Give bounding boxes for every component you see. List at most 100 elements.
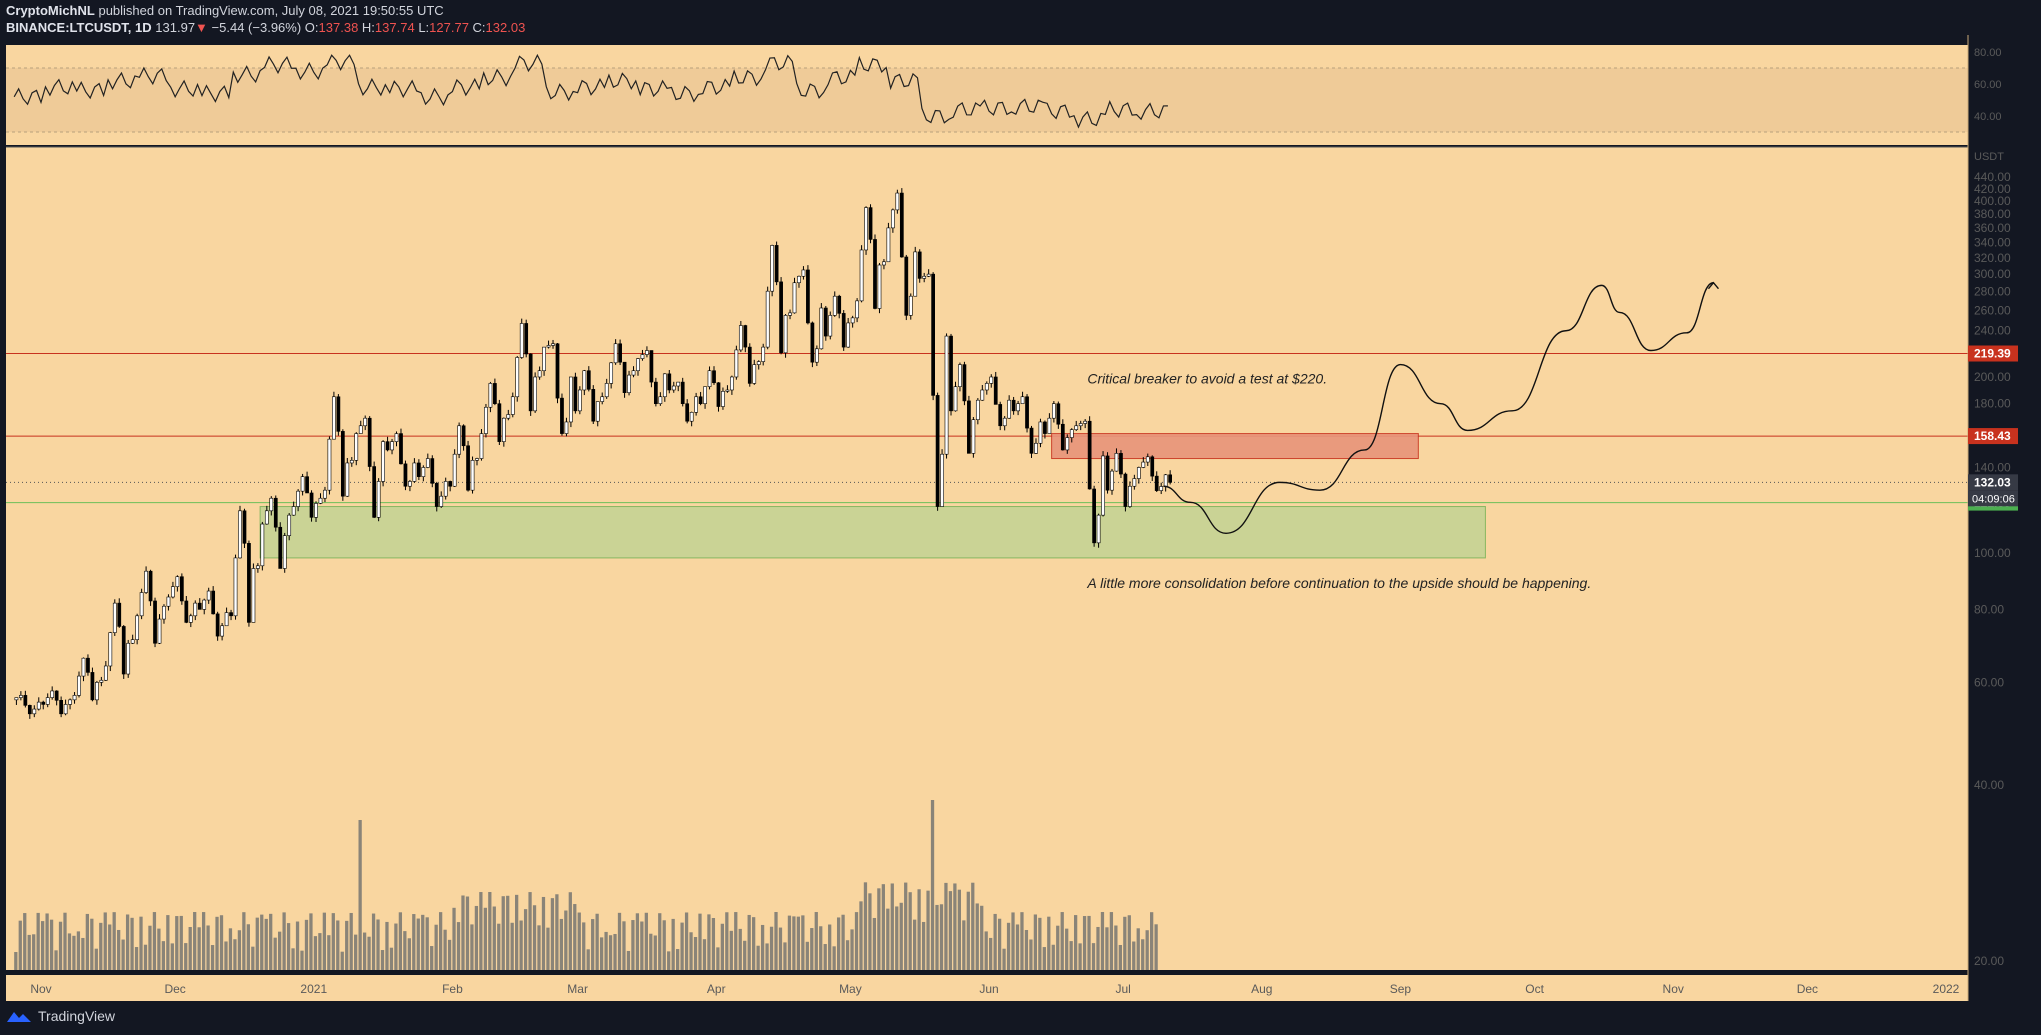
candle-body <box>493 383 497 405</box>
candle-body <box>23 695 28 706</box>
candle-body <box>385 441 390 451</box>
time-tick-label: Sep <box>1390 982 1412 996</box>
candle-body <box>77 675 81 696</box>
time-tick-label: May <box>839 982 862 996</box>
candle-body <box>658 396 663 405</box>
volume-bar <box>358 820 362 970</box>
high-value: 137.74 <box>374 20 415 35</box>
volume-bar <box>385 921 389 970</box>
candle-body <box>1136 467 1141 479</box>
candle-body <box>421 467 426 477</box>
volume-bar <box>286 923 291 970</box>
volume-bar <box>859 901 863 970</box>
volume-bar <box>604 931 608 970</box>
candle-body <box>1150 456 1155 477</box>
volume-bar <box>528 892 532 970</box>
candle-body <box>546 345 551 348</box>
price-tick-label: 100.00 <box>1974 546 2011 560</box>
candle-body <box>117 602 122 627</box>
candle-body <box>363 417 368 427</box>
candle-body <box>247 543 251 623</box>
volume-bar <box>117 929 121 970</box>
price-chart[interactable]: 40.00 60.00 80.00 Critical breaker to avoid… <box>0 35 2041 1035</box>
candle-body <box>32 708 37 715</box>
candle-body <box>998 404 1003 427</box>
price-change: −5.44 (−3.96%) <box>211 20 302 35</box>
volume-bar <box>90 918 94 970</box>
brand-name[interactable]: TradingView <box>38 1008 116 1024</box>
candle-body <box>1087 420 1092 490</box>
volume-bar <box>895 906 899 970</box>
volume-bar <box>94 948 98 970</box>
volume-bar <box>456 922 461 970</box>
author-name[interactable]: CryptoMichNL <box>6 3 95 18</box>
volume-bar <box>760 924 765 970</box>
volume-bar <box>832 946 836 970</box>
volume-bar <box>752 917 756 970</box>
volume-bar <box>635 913 640 970</box>
ohlc-legend: BINANCE:LTCUSDT, 1D 131.97▼ −5.44 (−3.96… <box>6 20 525 35</box>
volume-bar <box>953 883 957 970</box>
price-tick-label: 360.00 <box>1974 221 2011 235</box>
volume-bar <box>313 936 318 970</box>
volume-bar <box>63 912 67 970</box>
candle-body <box>470 460 475 491</box>
candle-body <box>1069 429 1074 438</box>
volume-bar <box>340 951 344 970</box>
volume-bar <box>54 950 58 970</box>
candle-body <box>645 350 649 355</box>
symbol-label[interactable]: BINANCE:LTCUSDT, 1D <box>6 20 152 35</box>
candle-body <box>349 460 354 464</box>
volume-bar <box>1123 916 1127 970</box>
candle-body <box>586 370 591 390</box>
volume-bar <box>836 917 841 970</box>
candle-body <box>144 570 148 593</box>
volume-bar <box>318 933 322 970</box>
candle-body <box>332 396 336 440</box>
volume-bar <box>434 924 438 970</box>
open-value: 137.38 <box>318 20 359 35</box>
candle-body <box>188 615 193 623</box>
volume-bar <box>756 945 760 970</box>
candle-body <box>1043 421 1047 434</box>
volume-bar <box>501 896 505 970</box>
candle-body <box>251 568 256 623</box>
price-label-bg <box>1968 345 2018 362</box>
volume-bar <box>130 917 134 970</box>
volume-bar <box>18 920 22 970</box>
low-value: 127.77 <box>429 20 469 35</box>
last-price: 131.97 <box>155 20 196 35</box>
candle-body <box>166 596 171 607</box>
price-tick-label: 260.00 <box>1974 303 2011 317</box>
volume-bar <box>546 927 550 970</box>
candle-body <box>555 343 560 399</box>
candle-body <box>434 483 439 507</box>
candle-body <box>721 391 725 407</box>
candle-body <box>81 657 86 677</box>
volume-bar <box>863 882 868 970</box>
rsi-tick-label: 40.00 <box>1974 111 2002 123</box>
volume-bar <box>1015 924 1020 970</box>
volume-bar <box>993 913 997 970</box>
volume-bar <box>282 912 286 970</box>
candle-body <box>1159 486 1164 491</box>
volume-bar <box>1154 924 1158 970</box>
candle-body <box>466 445 470 491</box>
rsi-band <box>6 68 1968 132</box>
volume-bar <box>197 927 201 970</box>
countdown-bg <box>1968 490 2018 507</box>
volume-bar <box>1096 926 1100 970</box>
candle-body <box>913 251 918 297</box>
volume-bar <box>769 926 774 970</box>
volume-bar <box>264 918 268 970</box>
price-tick-label: 80.00 <box>1974 602 2004 616</box>
rsi-tick-label: 80.00 <box>1974 47 2002 59</box>
volume-bar <box>850 929 854 970</box>
volume-bar <box>488 892 492 970</box>
price-tick-label: 20.00 <box>1974 954 2004 968</box>
volume-bar <box>152 912 157 970</box>
candle-body <box>309 492 314 518</box>
volume-bar <box>376 919 380 970</box>
candle-body <box>855 300 859 319</box>
candle-body <box>1101 455 1105 516</box>
